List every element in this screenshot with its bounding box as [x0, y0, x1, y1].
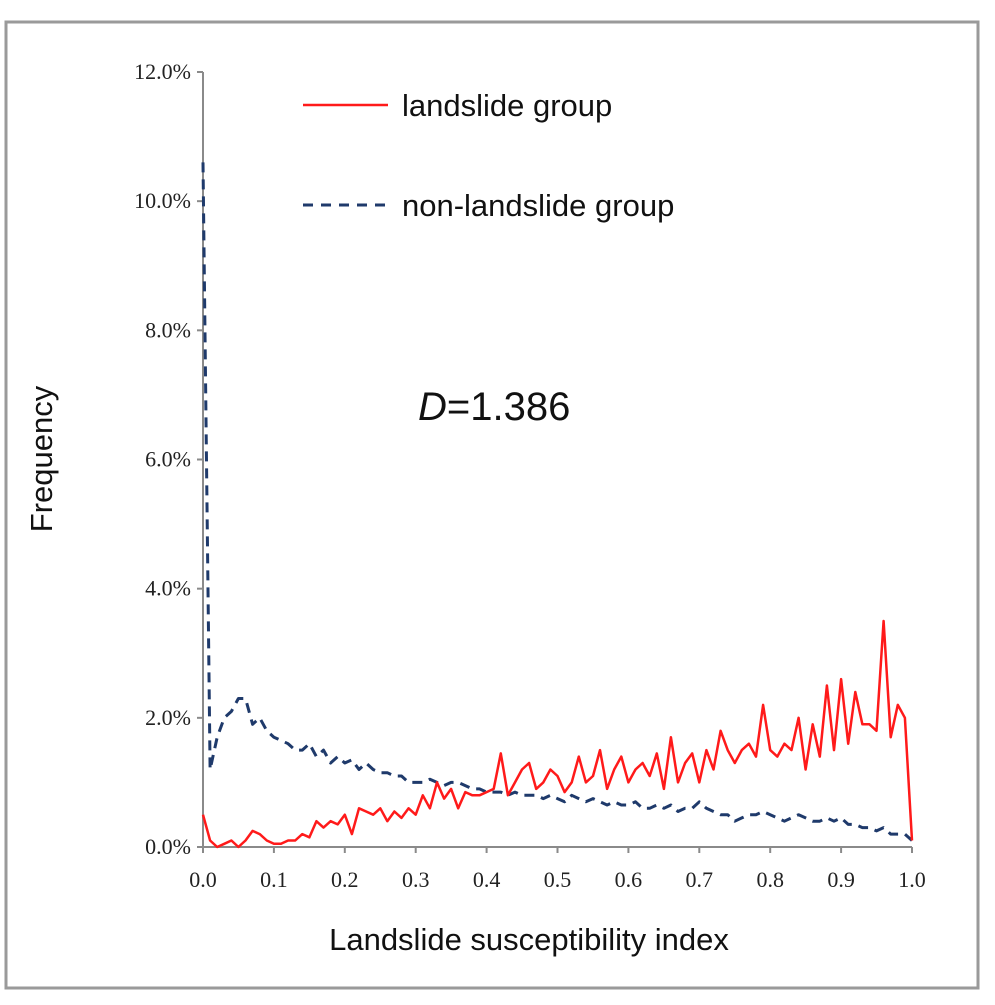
y-tick-label: 8.0% — [145, 317, 191, 342]
y-axis-title: Frequency — [24, 385, 59, 532]
d-statistic-annotation: D=1.386 — [418, 385, 570, 429]
x-tick-label: 1.0 — [898, 867, 926, 892]
y-tick-label: 12.0% — [134, 59, 191, 84]
y-tick-label: 0.0% — [145, 834, 191, 859]
x-tick-label: 0.0 — [189, 867, 217, 892]
y-tick-label: 6.0% — [145, 447, 191, 472]
series-line-landslide — [201, 619, 914, 849]
x-tick-label: 0.3 — [402, 867, 430, 892]
legend: landslide group non-landslide group — [303, 88, 674, 223]
x-tick-label: 0.1 — [260, 867, 288, 892]
x-tick-label: 0.7 — [686, 867, 714, 892]
x-tick-label: 0.6 — [615, 867, 643, 892]
x-tick-group: 0.0 0.1 0.2 0.3 0.4 0.5 0.6 0.7 0.8 0.9 1.0 — [189, 847, 926, 892]
figure-border — [4, 20, 980, 990]
y-tick-label: 2.0% — [145, 705, 191, 730]
legend-label-landslide: landslide group — [402, 88, 612, 123]
y-tick-label: 10.0% — [134, 188, 191, 213]
series-layer — [201, 162, 914, 849]
x-tick-label: 0.9 — [827, 867, 855, 892]
x-axis-title: Landslide susceptibility index — [329, 922, 729, 957]
d-value: =1.386 — [447, 385, 570, 429]
x-tick-label: 0.4 — [473, 867, 501, 892]
series-line-non-landslide — [201, 162, 914, 842]
y-tick-group: 0.0% 2.0% 4.0% 6.0% 8.0% 10.0% 12.0% — [134, 59, 203, 859]
legend-label-non-landslide: non-landslide group — [402, 188, 674, 223]
d-symbol: D — [418, 385, 447, 429]
x-tick-label: 0.2 — [331, 867, 359, 892]
x-tick-label: 0.8 — [756, 867, 784, 892]
x-tick-label: 0.5 — [544, 867, 572, 892]
y-tick-label: 4.0% — [145, 576, 191, 601]
